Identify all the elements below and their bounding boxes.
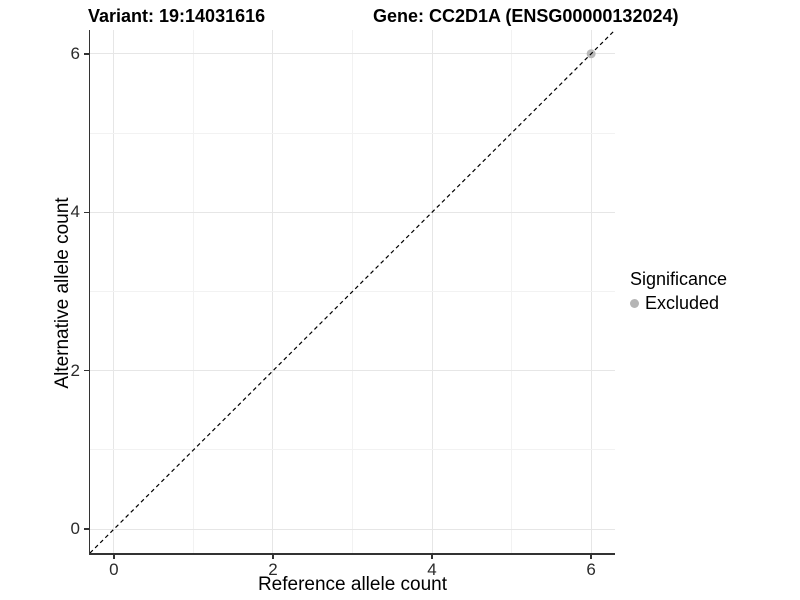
x-axis-line <box>88 553 615 555</box>
x-tick-mark <box>113 554 115 559</box>
plot-title-gene: Gene: CC2D1A (ENSG00000132024) <box>373 6 679 26</box>
plot-panel <box>90 30 615 553</box>
x-tick-mark <box>431 554 433 559</box>
x-tick-label: 4 <box>427 560 437 579</box>
legend-items: Excluded <box>630 293 727 314</box>
y-tick-mark <box>84 211 89 213</box>
x-tick-label: 6 <box>586 560 596 579</box>
x-tick-label: 0 <box>109 560 119 579</box>
gridline-y-major <box>90 211 615 213</box>
identity-dashed-line <box>90 30 615 553</box>
y-tick-mark <box>84 53 89 55</box>
gridline-y-major <box>90 370 615 372</box>
legend-key-dot-icon <box>630 299 639 308</box>
y-tick-label: 0 <box>70 519 80 539</box>
y-tick-label: 6 <box>70 43 80 63</box>
legend: Significance Excluded <box>630 269 727 314</box>
gridline-y-major <box>90 53 615 55</box>
plot-data-layer <box>90 30 615 553</box>
gridline-y-major <box>90 528 615 530</box>
legend-item-label: Excluded <box>645 293 720 313</box>
y-tick-label: 2 <box>70 360 80 380</box>
x-axis-title: Reference allele count <box>257 574 448 595</box>
x-tick-mark <box>590 554 592 559</box>
gridline-y-minor <box>90 449 615 451</box>
y-axis-line <box>88 30 90 555</box>
x-tick-label: 2 <box>268 560 278 579</box>
y-tick-mark <box>84 369 89 372</box>
y-tick-mark <box>84 528 89 530</box>
y-axis-title: Alternative allele count <box>52 197 73 389</box>
legend-title: Significance <box>630 269 728 289</box>
y-tick-label: 4 <box>70 202 80 222</box>
plot-title-variant: Variant: 19:14031616 <box>88 6 266 26</box>
legend-item: Excluded <box>630 293 727 314</box>
gridline-y-minor <box>90 132 615 134</box>
x-tick-mark <box>272 554 274 559</box>
